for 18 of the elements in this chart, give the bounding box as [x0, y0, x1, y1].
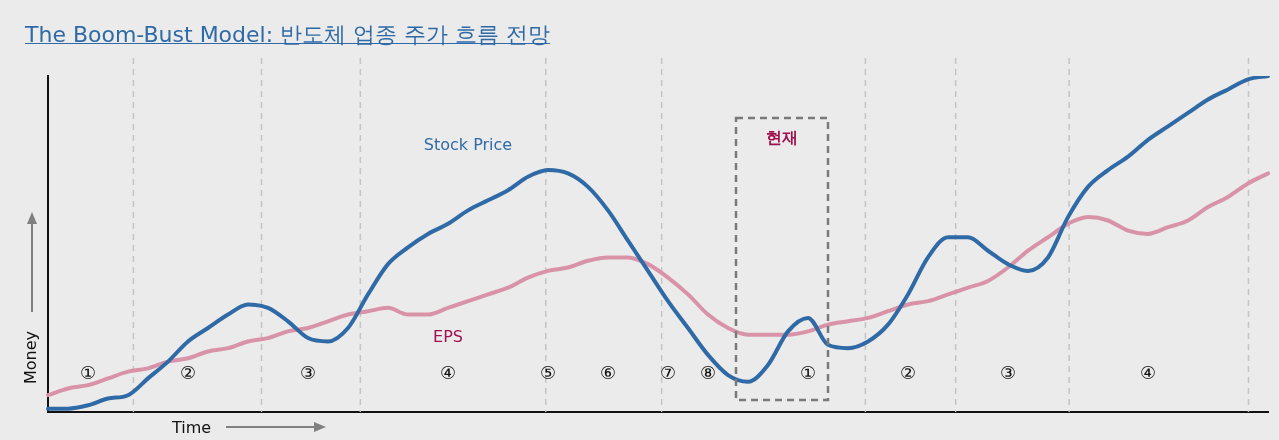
x-tick-label: ⑤	[539, 361, 557, 383]
y-axis-title: Money	[21, 330, 40, 384]
x-tick-label: ③	[299, 361, 317, 383]
x-tick-label: ①	[799, 361, 817, 383]
x-axis-title: Time	[172, 418, 212, 437]
x-tick-label: ⑦	[659, 361, 677, 383]
x-tick-label: ①	[79, 361, 97, 383]
x-tick-label: ③	[999, 361, 1017, 383]
x-tick-label: ⑥	[599, 361, 617, 383]
x-tick-label: ④	[1139, 361, 1157, 383]
x-tick-label: ④	[439, 361, 457, 383]
chart-title: The Boom-Bust Model: 반도체 업종 주가 흐름 전망	[25, 21, 551, 49]
x-tick-label: ②	[179, 361, 197, 383]
annotation: 현재	[765, 128, 799, 149]
series-label: EPS	[433, 326, 463, 346]
series-label: Stock Price	[423, 135, 513, 155]
x-tick-label: ⑧	[699, 361, 717, 383]
x-tick-label: ②	[899, 361, 917, 383]
